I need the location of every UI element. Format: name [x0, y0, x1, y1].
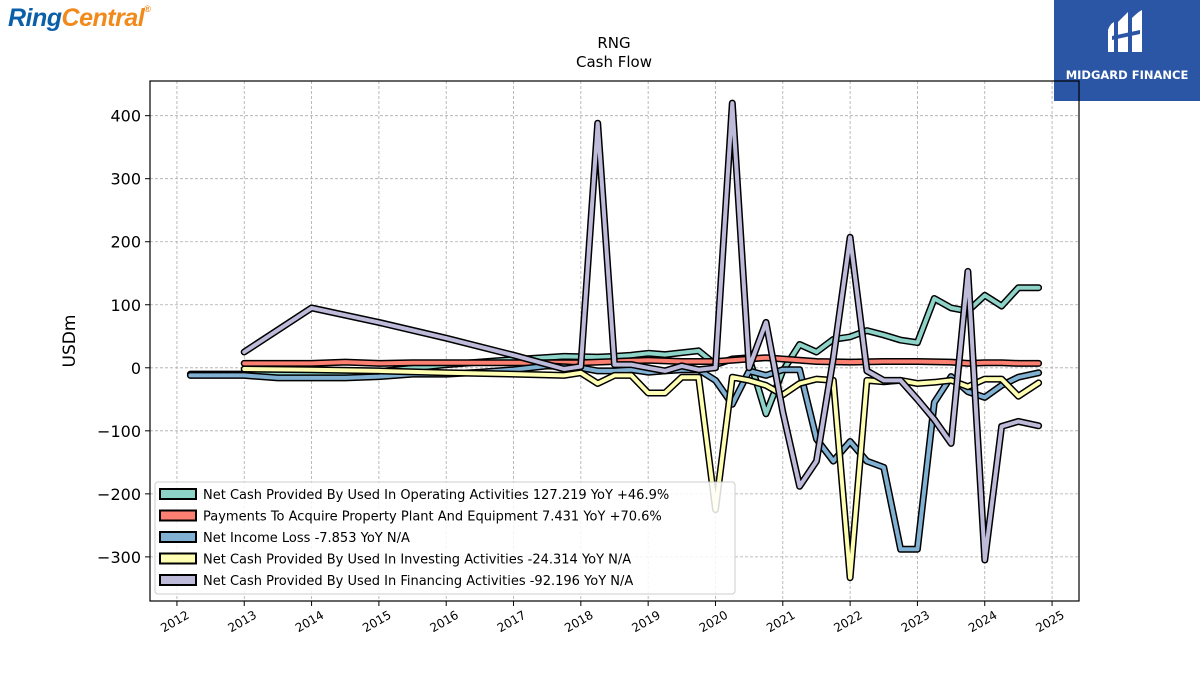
ytick-label: 0	[131, 359, 141, 378]
legend: Net Cash Provided By Used In Operating A…	[154, 481, 736, 595]
series-line	[188, 363, 1041, 552]
series-lines	[186, 99, 1043, 582]
series-line	[242, 367, 1041, 580]
midgard-logo-icon	[1108, 10, 1142, 52]
y-axis-label: USDm	[60, 315, 80, 368]
legend-swatch	[159, 509, 197, 522]
logo-registered-mark: ®	[144, 4, 151, 14]
legend-swatch	[159, 552, 197, 565]
chart-title: RNG	[597, 34, 630, 52]
xtick-label: 2017	[495, 608, 528, 635]
xtick-label: 2018	[562, 608, 595, 635]
logo-ring-text: Ring	[8, 4, 62, 32]
ytick-label: −300	[97, 548, 141, 567]
xtick-label: 2020	[697, 608, 730, 635]
legend-box	[154, 481, 736, 595]
y-axis-ticks: 400 300 200 100 0 −100 −200 −300	[97, 107, 150, 567]
logo-central-text: Central	[61, 4, 145, 32]
xtick-label: 2015	[360, 608, 393, 635]
ytick-label: −200	[97, 485, 141, 504]
ytick-label: 200	[110, 233, 141, 252]
xtick-label: 2014	[293, 608, 326, 635]
chart-subtitle: Cash Flow	[576, 53, 652, 71]
legend-entry: Net Cash Provided By Used In Investing A…	[203, 553, 631, 568]
ytick-label: 400	[110, 107, 141, 126]
xtick-label: 2022	[831, 608, 864, 635]
legend-entry: Net Income Loss -7.853 YoY N/A	[203, 531, 410, 546]
plot-frame	[149, 80, 1080, 602]
x-axis-ticks: 2012 2013 2014 2015 2016 2017 2018 2019 2020 2021…	[158, 601, 1067, 635]
xtick-label: 2019	[629, 608, 662, 635]
xtick-label: 2023	[899, 608, 932, 635]
legend-swatch	[159, 488, 197, 500]
xtick-label: 2013	[226, 608, 259, 635]
xtick-label: 2024	[966, 608, 999, 635]
legend-swatch	[159, 574, 197, 586]
legend-entry: Net Cash Provided By Used In Financing A…	[203, 574, 633, 589]
xtick-label: 2025	[1033, 608, 1066, 635]
xtick-label: 2012	[158, 608, 191, 635]
ytick-label: 100	[110, 296, 141, 315]
xtick-label: 2016	[427, 608, 460, 635]
ringcentral-logo: RingCentral®	[8, 4, 151, 33]
midgard-finance-badge: MIDGARD FINANCE	[1054, 0, 1200, 101]
partner-name: MIDGARD FINANCE	[1065, 68, 1189, 82]
legend-swatch	[159, 531, 197, 543]
legend-entry: Net Cash Provided By Used In Operating A…	[203, 488, 669, 503]
legend-entry: Payments To Acquire Property Plant And E…	[203, 510, 662, 525]
ytick-label: 300	[110, 170, 141, 189]
series-line	[242, 101, 1041, 562]
xtick-label: 2021	[764, 608, 797, 635]
ytick-label: −100	[97, 422, 141, 441]
